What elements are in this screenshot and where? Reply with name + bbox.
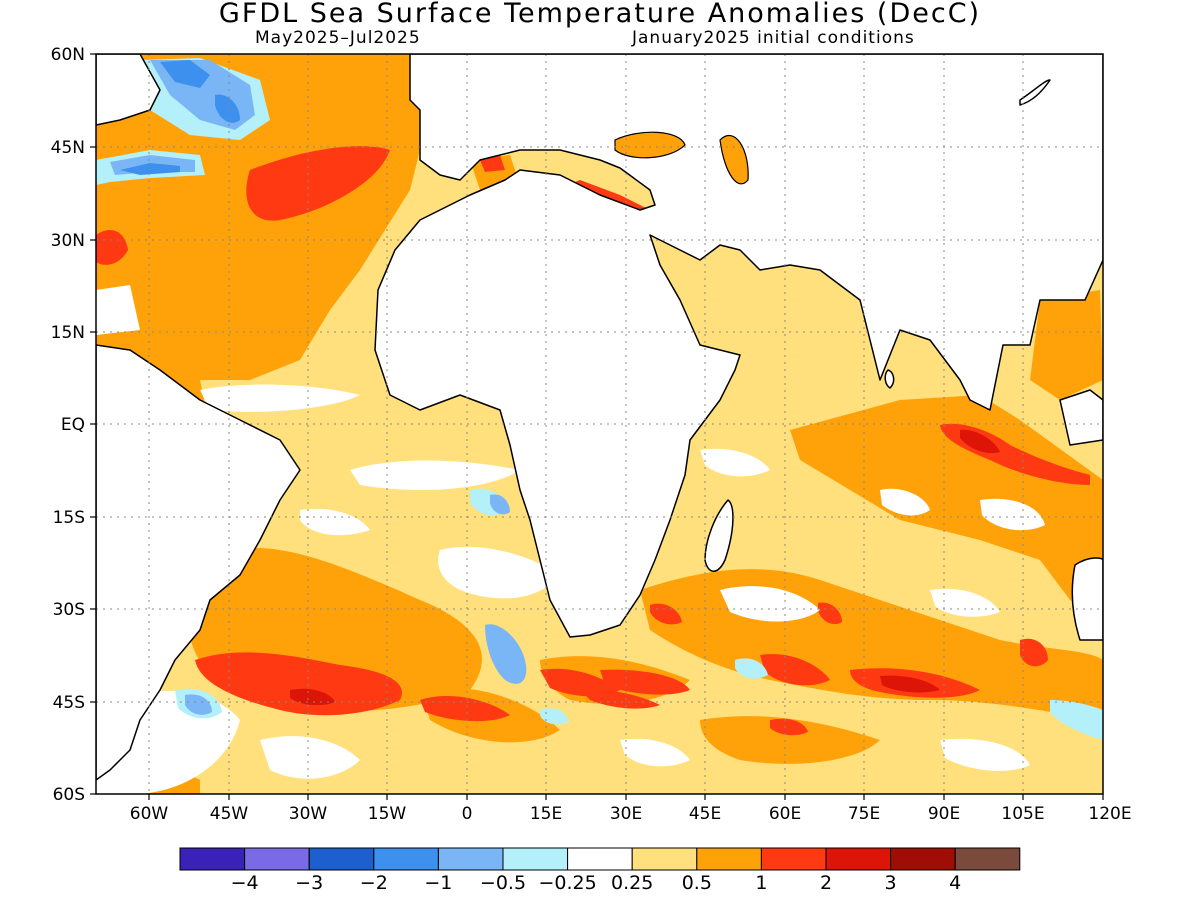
lon-label: 90E: [927, 804, 961, 824]
lat-label: 60N: [50, 45, 85, 65]
lon-label: 0: [461, 804, 473, 824]
colorbar-swatch: [437, 847, 504, 871]
colorbar-swatch: [567, 847, 633, 871]
colorbar-label: 2: [819, 872, 833, 894]
lat-label: 15S: [52, 508, 85, 528]
lon-label: 15W: [367, 804, 407, 824]
lon-label: 120E: [1088, 804, 1132, 824]
colorbar-label: −4: [230, 872, 259, 894]
colorbar-label: −2: [359, 872, 388, 894]
colorbar-swatch: [954, 847, 1021, 871]
map-title: GFDL Sea Surface Temperature Anomalies (…: [218, 0, 982, 29]
colorbar-label: 0.5: [681, 872, 712, 894]
colorbar-label: 4: [949, 872, 962, 894]
lon-label: 30E: [609, 804, 643, 824]
colorbar-label: −1: [424, 872, 453, 894]
lon-label: 45W: [209, 804, 249, 824]
colorbar-swatch: [696, 847, 762, 871]
colorbar-swatch: [631, 847, 698, 871]
lat-label: 45N: [50, 138, 85, 158]
lon-label: 45E: [688, 804, 722, 824]
lat-label: 30N: [50, 231, 85, 251]
forecast-period: May2025–Jul2025: [255, 28, 421, 48]
colorbar-swatch: [825, 847, 892, 871]
colorbar-label: 3: [884, 872, 897, 894]
graticule: [96, 54, 1103, 794]
lat-label: 30S: [52, 600, 85, 620]
lon-label: 30W: [288, 804, 328, 824]
colorbar-label: 1: [755, 872, 768, 894]
lat-label: EQ: [60, 415, 85, 435]
axis-ticks: [90, 53, 1104, 800]
lon-label: 15E: [529, 804, 563, 824]
lon-label: 75E: [847, 804, 881, 824]
colorbar: [179, 847, 1021, 871]
landmasses: [96, 54, 1103, 781]
lat-label: 15N: [50, 323, 85, 343]
colorbar-swatch: [244, 847, 310, 871]
lon-label: 60E: [768, 804, 802, 824]
lon-label: 105E: [1001, 804, 1045, 824]
initial-conditions: January2025 initial conditions: [632, 28, 915, 48]
colorbar-label: −0.5: [479, 872, 527, 894]
colorbar-swatch: [308, 847, 375, 871]
colorbar-swatch: [760, 847, 827, 871]
colorbar-label: −0.25: [538, 872, 597, 894]
colorbar-swatch: [179, 847, 246, 871]
lat-label: 45S: [52, 693, 85, 713]
anomaly-neg-1-to-2: [120, 60, 240, 175]
lon-label: 60W: [129, 804, 169, 824]
colorbar-label: 0.25: [611, 872, 654, 894]
colorbar-swatch: [373, 847, 439, 871]
anomaly-2-to-3: [290, 429, 1000, 706]
colorbar-swatch: [502, 847, 569, 871]
lat-label: 60S: [52, 785, 85, 805]
inland-seas: [614, 131, 749, 185]
colorbar-swatch: [890, 847, 956, 871]
colorbar-label: −3: [295, 872, 324, 894]
